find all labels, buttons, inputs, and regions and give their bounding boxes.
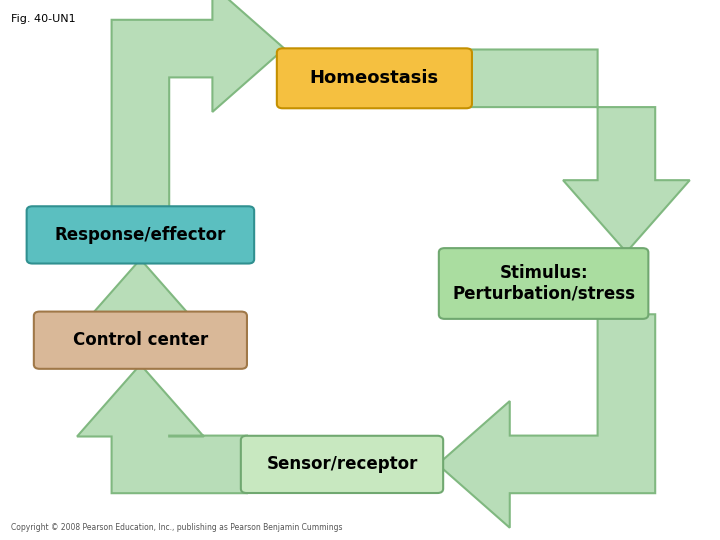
- Text: Stimulus:
Perturbation/stress: Stimulus: Perturbation/stress: [452, 264, 635, 303]
- Polygon shape: [77, 259, 204, 331]
- FancyBboxPatch shape: [240, 436, 443, 493]
- Text: Homeostasis: Homeostasis: [310, 69, 439, 87]
- Text: Copyright © 2008 Pearson Education, Inc., publishing as Pearson Benjamin Cumming: Copyright © 2008 Pearson Education, Inc.…: [11, 523, 342, 532]
- FancyBboxPatch shape: [439, 248, 649, 319]
- Text: Control center: Control center: [73, 331, 208, 349]
- FancyBboxPatch shape: [27, 206, 254, 264]
- Text: Response/effector: Response/effector: [55, 226, 226, 244]
- Polygon shape: [77, 364, 247, 493]
- FancyBboxPatch shape: [34, 312, 247, 369]
- Text: Sensor/receptor: Sensor/receptor: [266, 455, 418, 474]
- Polygon shape: [112, 0, 284, 211]
- Polygon shape: [438, 314, 655, 528]
- Polygon shape: [467, 50, 690, 252]
- Text: Fig. 40-UN1: Fig. 40-UN1: [11, 14, 76, 24]
- FancyBboxPatch shape: [277, 49, 472, 108]
